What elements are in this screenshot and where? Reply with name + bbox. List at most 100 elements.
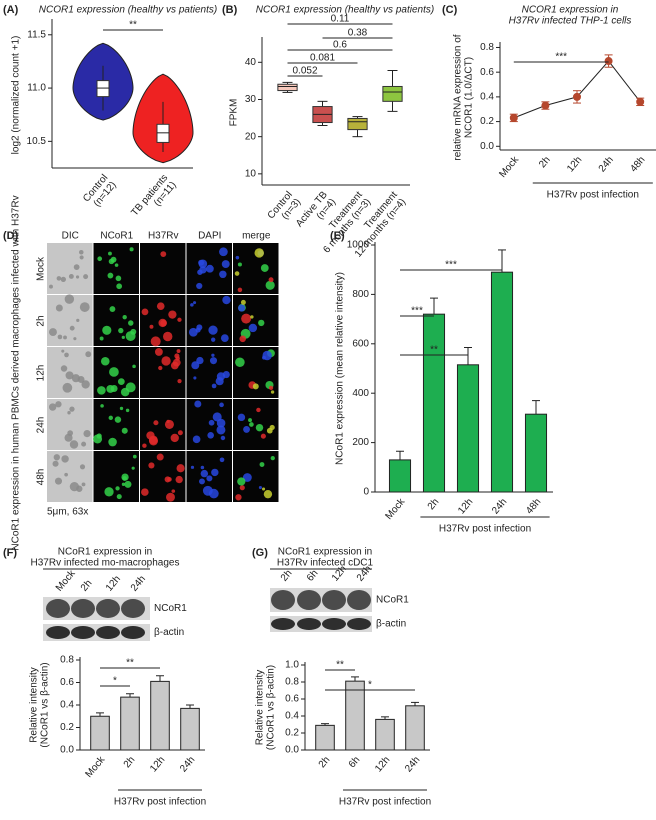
- cell: [211, 383, 217, 389]
- cell: [121, 427, 128, 434]
- cell: [54, 477, 63, 485]
- cell: [65, 371, 74, 380]
- cell: [69, 406, 75, 412]
- x-axis-label: H37Rv post infection: [547, 190, 639, 201]
- blot-band: [96, 626, 120, 639]
- lane-label: Mock: [54, 567, 78, 593]
- cell: [121, 482, 126, 486]
- column-label: merge: [242, 231, 271, 242]
- blot-title: NCoR1 expression in: [58, 547, 153, 558]
- x-tick-label: 24h: [490, 497, 509, 517]
- cell: [122, 314, 127, 320]
- y-tick-label: 11.5: [27, 29, 46, 40]
- significance-label: 0.081: [310, 53, 335, 64]
- micrograph-tile: [47, 451, 93, 502]
- blot-band: [121, 599, 145, 618]
- cell: [260, 433, 266, 439]
- y-tick-label: 0.2: [285, 728, 299, 739]
- lane-label: 12h: [104, 574, 123, 594]
- cell: [222, 370, 230, 379]
- cell: [219, 402, 224, 408]
- x-axis-label: H37Rv post infection: [439, 524, 531, 535]
- cell: [237, 304, 246, 312]
- cell: [120, 387, 130, 397]
- cell: [104, 487, 114, 497]
- y-axis-label: log2 (normalized count +1): [11, 36, 22, 155]
- y-tick-label: 1000: [347, 240, 370, 251]
- y-tick-label: 0.0: [480, 141, 494, 152]
- cell: [67, 411, 71, 415]
- y-tick-label: 0.8: [480, 42, 494, 53]
- x-tick-label: 24h: [403, 755, 422, 775]
- cell: [248, 418, 252, 423]
- bar: [375, 718, 395, 751]
- panel-label: (C): [442, 4, 458, 16]
- cell: [60, 365, 68, 372]
- lane-label: 2h: [79, 578, 95, 594]
- micrograph-tile: [47, 243, 93, 294]
- significance-label: *: [113, 676, 117, 687]
- cell: [150, 336, 161, 347]
- cell: [250, 315, 254, 319]
- cell: [125, 408, 130, 413]
- cell: [156, 302, 165, 310]
- cell: [258, 319, 265, 327]
- cell: [221, 260, 230, 269]
- point: [541, 101, 550, 110]
- cell: [196, 324, 203, 331]
- x-axis-label: H37Rv post infection: [339, 797, 431, 808]
- y-tick-label: 10: [245, 168, 257, 179]
- cell: [216, 425, 226, 435]
- column-label: NCoR1: [100, 231, 133, 242]
- chart-title: NCOR1 expression (healthy vs patients): [39, 5, 217, 16]
- significance-label: 0.11: [331, 14, 350, 25]
- cell: [198, 478, 205, 485]
- y-axis-label: NCOR1 (1.0/ΔCT): [464, 57, 475, 138]
- y-tick-label: 0.2: [480, 116, 494, 127]
- x-tick-label: 12h: [456, 497, 475, 517]
- y-tick-label: 10.5: [27, 136, 47, 147]
- cell: [255, 423, 264, 432]
- cell: [220, 334, 229, 343]
- cell: [141, 308, 149, 316]
- band-label: β-actin: [154, 627, 184, 638]
- y-axis-label: NCoR1 expression in human PBMCs derived …: [11, 195, 22, 550]
- cell: [237, 413, 246, 422]
- significance-label: **: [336, 660, 344, 671]
- cell: [237, 477, 246, 486]
- cell: [242, 473, 252, 482]
- x-tick-label: 48h: [628, 155, 647, 175]
- y-axis-label: relative mRNA expression of: [453, 34, 464, 160]
- cell: [249, 422, 254, 427]
- blot-band: [271, 590, 295, 610]
- cell: [196, 282, 203, 290]
- cell: [110, 256, 117, 263]
- y-tick-label: 600: [352, 338, 369, 349]
- scale-label: 5μm, 63x: [47, 507, 88, 518]
- row-label: 2h: [36, 315, 47, 326]
- blot-band: [71, 626, 95, 639]
- column-label: DIC: [62, 231, 79, 242]
- cell: [206, 475, 213, 482]
- micrograph-tile: [233, 399, 279, 450]
- cell: [69, 482, 80, 492]
- cell: [248, 323, 258, 333]
- cell: [68, 273, 74, 279]
- cell: [121, 473, 129, 481]
- cell: [192, 435, 201, 444]
- cell: [235, 255, 240, 260]
- cell: [166, 492, 175, 502]
- box: [277, 83, 298, 92]
- blot-band: [322, 618, 346, 630]
- cell: [241, 313, 252, 324]
- chart-title: NCOR1 expression (healthy vs patients): [256, 5, 434, 16]
- significance-label: 0.38: [348, 28, 368, 39]
- x-tick-label: Mock: [384, 496, 408, 522]
- cell: [73, 337, 77, 341]
- cell: [190, 303, 194, 307]
- cell: [177, 317, 182, 322]
- cell: [256, 407, 261, 413]
- column-label: H37Rv: [148, 231, 179, 242]
- y-axis-label: (NCoR1 vs β-actin): [40, 662, 51, 747]
